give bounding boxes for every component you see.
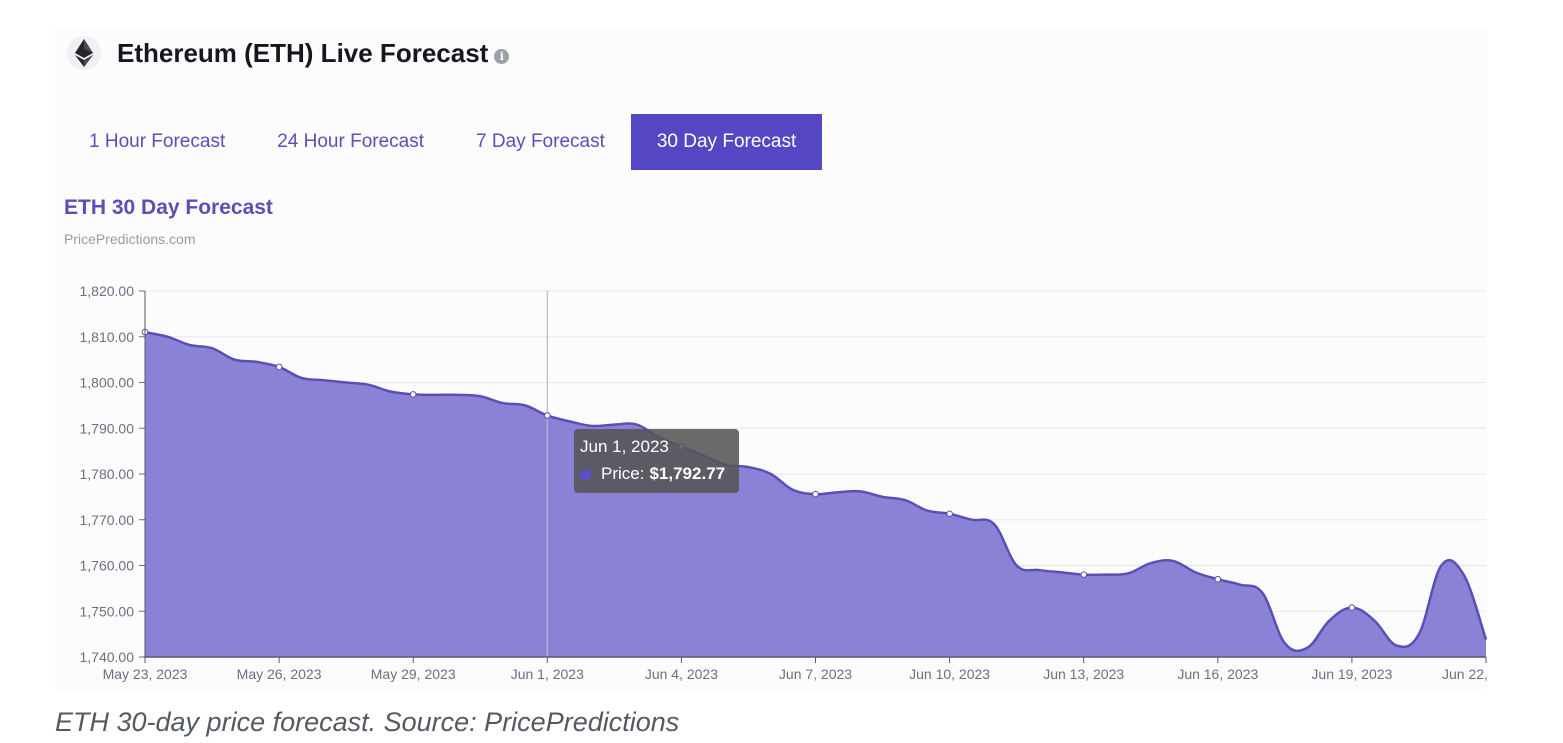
- data-point[interactable]: [409, 391, 417, 398]
- y-tick-label: 1,770.00: [80, 512, 135, 528]
- x-tick-label: Jun 16, 2023: [1177, 666, 1258, 682]
- x-tick-label: Jun 7, 2023: [779, 666, 852, 682]
- data-point[interactable]: [1214, 575, 1222, 583]
- data-point[interactable]: [1348, 604, 1356, 611]
- forecast-header: Ethereum (ETH) Live Forecast i: [67, 36, 510, 70]
- x-tick-label: Jun 4, 2023: [645, 666, 718, 682]
- y-tick-label: 1,810.00: [80, 329, 135, 345]
- forecast-tabs: 1 Hour Forecast 24 Hour Forecast 7 Day F…: [63, 114, 823, 170]
- x-tick-label: May 29, 2023: [371, 666, 456, 682]
- chart-title: ETH 30 Day Forecast: [64, 196, 273, 219]
- y-tick-label: 1,820.00: [80, 283, 135, 299]
- y-tick-label: 1,800.00: [80, 375, 135, 391]
- x-tick-label: Jun 1, 2023: [511, 666, 584, 682]
- y-tick-label: 1,760.00: [80, 558, 135, 574]
- figure-caption: ETH 30-day price forecast. Source: Price…: [55, 707, 680, 737]
- y-tick-label: 1,740.00: [80, 649, 135, 665]
- tooltip-value: $1,792.77: [649, 464, 726, 483]
- chart-subtitle: PricePredictions.com: [64, 231, 196, 247]
- tab-30-day-forecast[interactable]: 30 Day Forecast: [630, 114, 823, 170]
- x-label-mask: [1487, 662, 1563, 688]
- tooltip-row: Price: $1,792.77: [580, 464, 733, 484]
- tooltip-date: Jun 1, 2023: [580, 437, 669, 456]
- y-tick-label: 1,750.00: [80, 603, 135, 619]
- y-tick-label: 1,780.00: [80, 466, 135, 482]
- ethereum-icon: [67, 36, 101, 70]
- info-icon[interactable]: i: [494, 48, 510, 64]
- x-tick-label: Jun 13, 2023: [1043, 666, 1124, 682]
- x-tick-label: Jun 19, 2023: [1311, 666, 1392, 682]
- page-title: Ethereum (ETH) Live Forecast: [117, 37, 489, 68]
- tooltip-label: Price:: [601, 464, 645, 483]
- tab-1-hour-forecast[interactable]: 1 Hour Forecast: [89, 131, 226, 152]
- data-point[interactable]: [946, 510, 953, 518]
- data-point[interactable]: [1080, 571, 1087, 578]
- x-tick-label: May 26, 2023: [237, 666, 322, 682]
- tab-7-day-forecast[interactable]: 7 Day Forecast: [476, 131, 605, 152]
- series-dot-icon: [580, 468, 591, 480]
- chart-tooltip: Jun 1, 2023 Price: $1,792.77: [574, 429, 739, 493]
- data-point[interactable]: [275, 363, 283, 371]
- tab-24-hour-forecast[interactable]: 24 Hour Forecast: [277, 131, 425, 152]
- forecast-chart[interactable]: 1,740.00 1,750.00 1,760.00 1,770.00 1,780.00…: [0, 0, 1563, 700]
- data-point[interactable]: [812, 490, 819, 498]
- y-tick-label: 1,790.00: [80, 420, 135, 436]
- data-point[interactable]: [544, 412, 551, 419]
- x-tick-label: May 23, 2023: [103, 666, 188, 682]
- x-tick-label: Jun 10, 2023: [909, 666, 990, 682]
